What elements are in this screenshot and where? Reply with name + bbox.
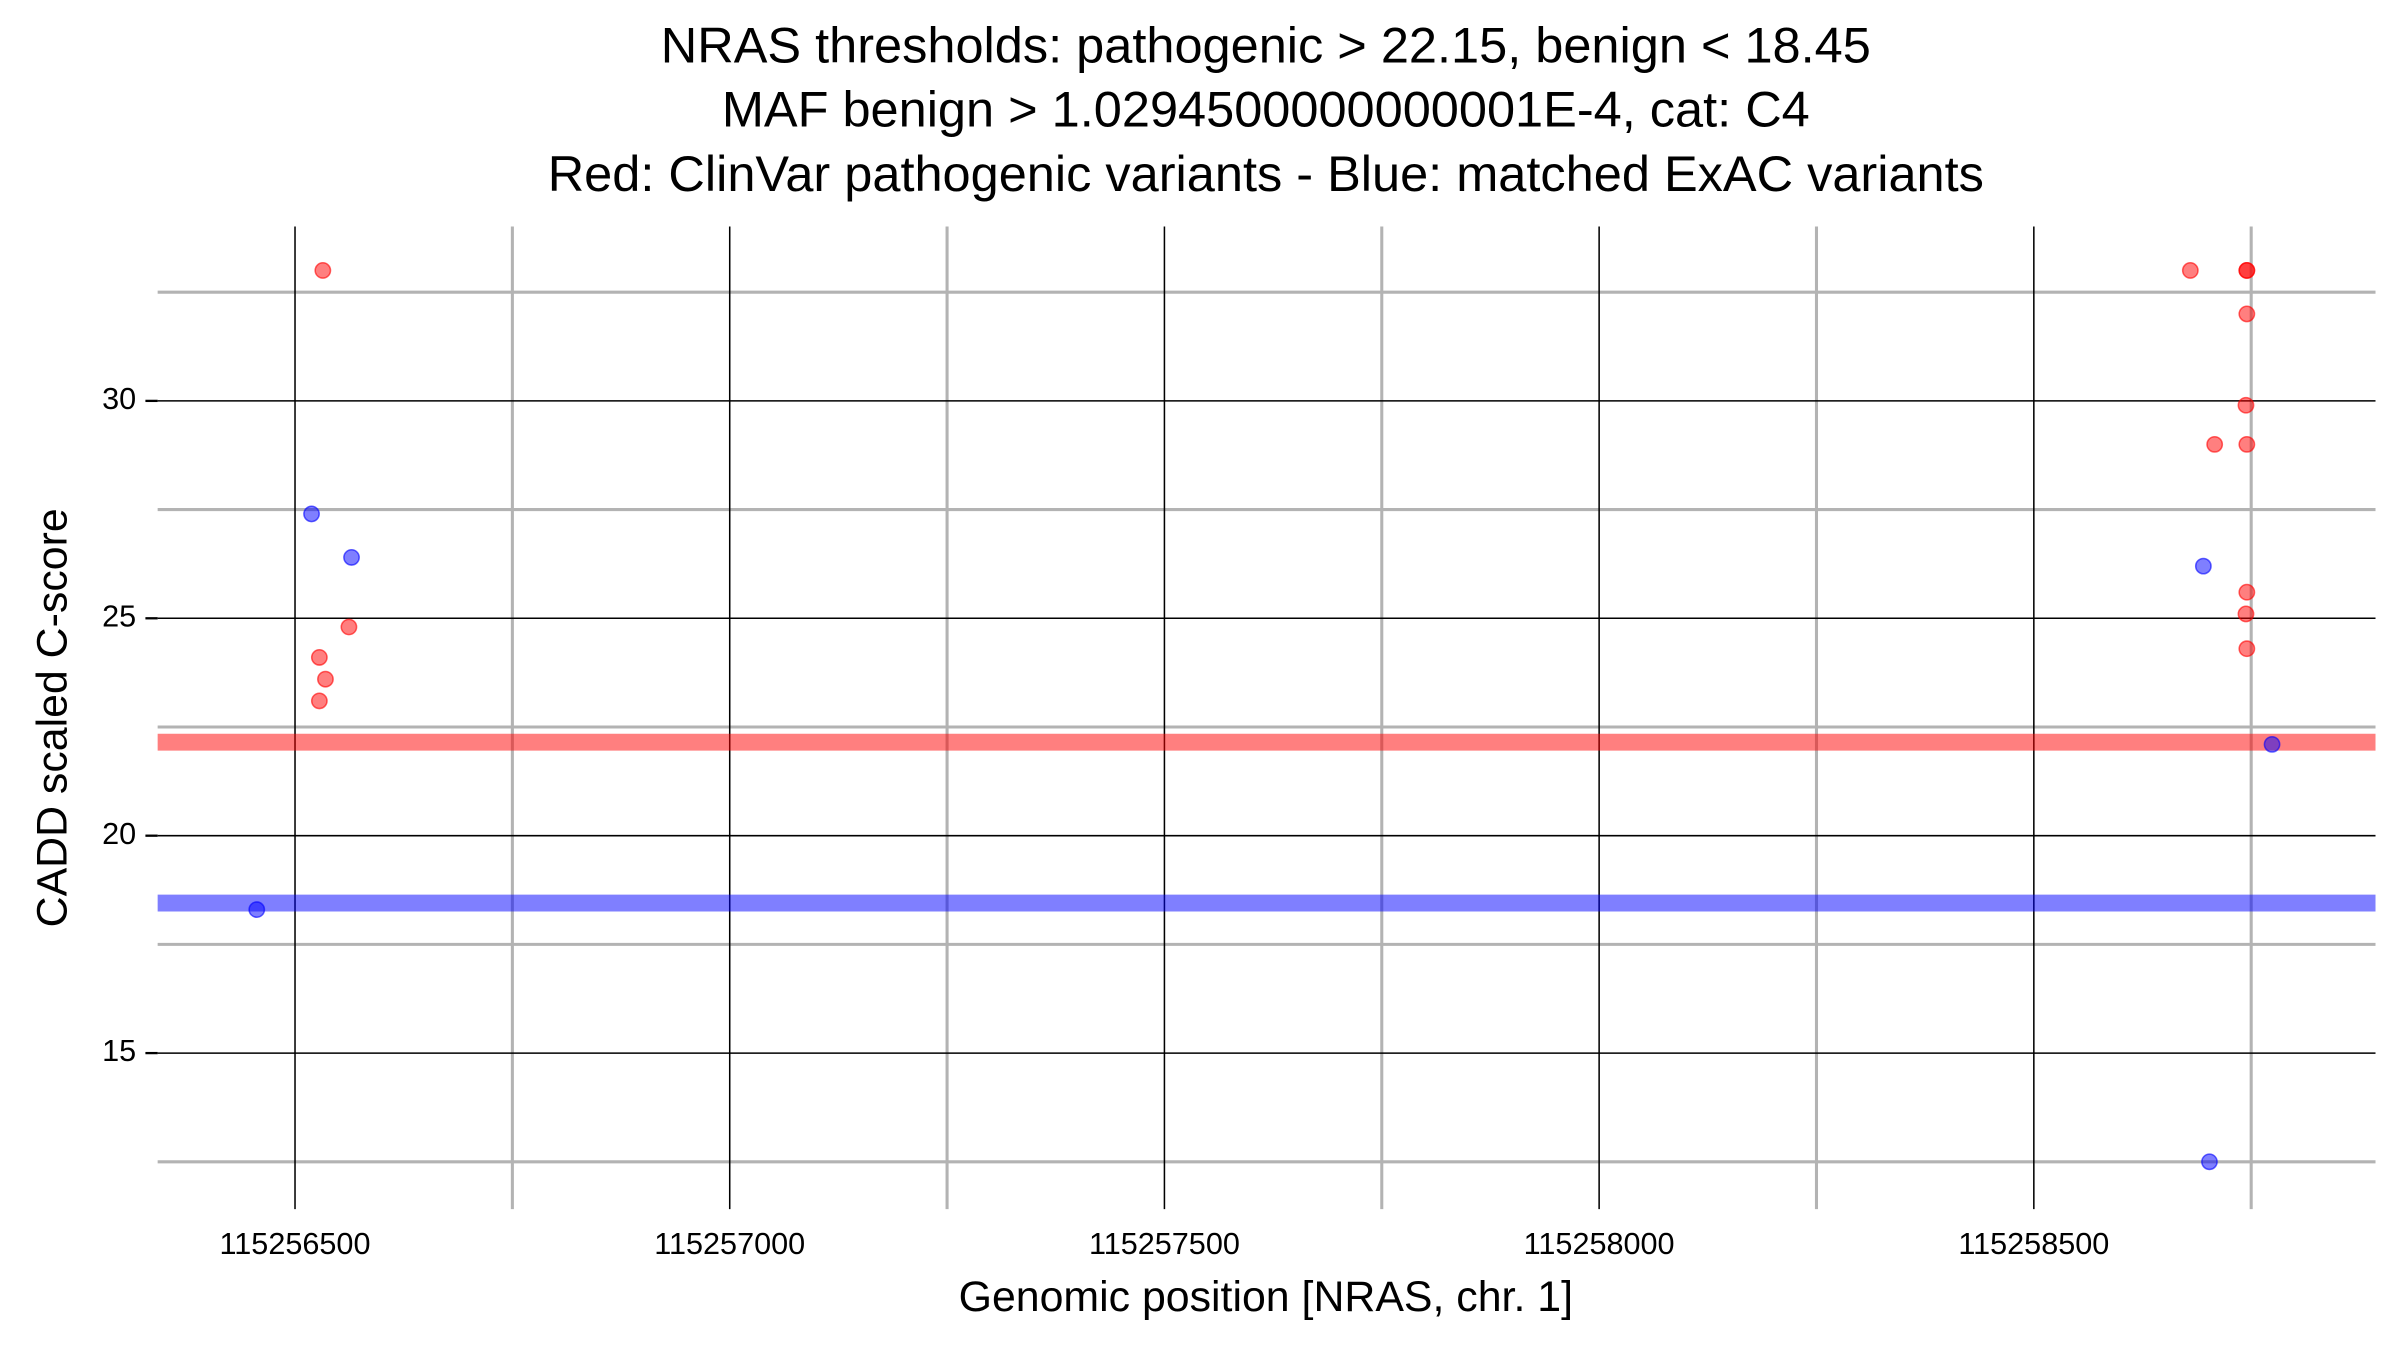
point xyxy=(2238,583,2256,601)
x-tick-label: 115258000 xyxy=(1524,1227,1675,1261)
point xyxy=(2238,435,2256,453)
chart-subtitle: MAF benign > 1.0294500000000001E-4, cat:… xyxy=(722,81,1810,138)
chart-title: NRAS thresholds: pathogenic > 22.15, ben… xyxy=(661,16,1871,73)
y-tick-label: 25 xyxy=(102,599,136,633)
point xyxy=(340,618,358,636)
y-tick-label: 30 xyxy=(102,382,136,416)
x-tick-label: 115256500 xyxy=(220,1227,371,1261)
point xyxy=(2238,262,2256,279)
point xyxy=(303,505,320,523)
point xyxy=(2238,640,2256,658)
x-tick-label: 115257500 xyxy=(1089,1227,1240,1261)
point xyxy=(248,901,266,919)
point xyxy=(317,670,334,688)
point xyxy=(343,548,360,566)
x-axis-title: Genomic position [NRAS, chr. 1] xyxy=(959,1273,1573,1321)
point xyxy=(2181,262,2199,279)
x-tick-label: 115257000 xyxy=(654,1227,805,1261)
point xyxy=(2237,396,2255,414)
chart-subtitle: Red: ClinVar pathogenic variants - Blue:… xyxy=(548,145,1984,202)
point xyxy=(310,692,328,710)
y-tick-label: 15 xyxy=(102,1034,136,1068)
point xyxy=(2201,1153,2218,1171)
y-axis-title: CADD scaled C-score xyxy=(28,508,76,927)
x-tick-label: 115258500 xyxy=(1958,1227,2109,1261)
y-tick-label: 20 xyxy=(102,817,136,851)
point xyxy=(2194,557,2212,575)
point xyxy=(314,262,332,279)
point xyxy=(2206,435,2224,453)
point xyxy=(2237,605,2255,623)
point xyxy=(2263,735,2281,753)
point xyxy=(2238,305,2256,323)
point xyxy=(310,649,328,666)
